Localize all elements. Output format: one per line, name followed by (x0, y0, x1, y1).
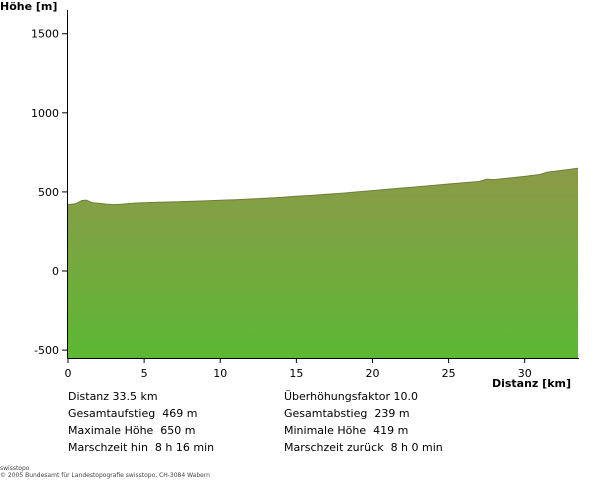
footer-line-1: swisstopo (0, 465, 30, 472)
x-tick-label: 25 (442, 367, 456, 380)
x-tick-label: 20 (365, 367, 379, 380)
footer-line-2: © 2005 Bundesamt für Landestopografie sw… (0, 472, 210, 479)
x-axis-title: Distanz [km] (492, 377, 571, 390)
stat-distance: Distanz 33.5 km (68, 390, 158, 403)
stat-walk-time-back: Marschzeit zurück 8 h 0 min (284, 441, 443, 454)
stat-walk-time-there: Marschzeit hin 8 h 16 min (68, 441, 215, 454)
stat-max-altitude: Maximale Höhe 650 m (68, 424, 196, 437)
stat-exaggeration-factor: Überhöhungsfaktor 10.0 (284, 390, 418, 403)
elevation-profile-line (67, 167, 579, 206)
x-tick-label: 5 (141, 367, 148, 380)
y-tick-label: 1500 (31, 28, 59, 41)
x-tick-label: 30 (518, 367, 532, 380)
x-tick-label: 0 (65, 367, 72, 380)
x-tick-label: 10 (213, 367, 227, 380)
elevation-area (68, 168, 578, 358)
y-tick-label: 1000 (31, 107, 59, 120)
stat-min-altitude: Minimale Höhe 419 m (284, 424, 409, 437)
x-tick-label: 15 (289, 367, 303, 380)
stat-total-ascent: Gesamtaufstieg 469 m (68, 407, 198, 420)
y-tick-label: 500 (38, 186, 59, 199)
stats-right: Überhöhungsfaktor 10.0 Gesamtabstieg 239… (284, 388, 443, 456)
y-axis-title: Höhe [m] (0, 0, 58, 13)
stats-left: Distanz 33.5 km Gesamtaufstieg 469 m Max… (68, 388, 214, 456)
y-tick-label: -500 (34, 344, 59, 357)
stat-total-descent: Gesamtabstieg 239 m (284, 407, 410, 420)
copyright-footer: swisstopo © 2005 Bundesamt für Landestop… (0, 465, 210, 479)
y-tick-label: 0 (52, 265, 59, 278)
